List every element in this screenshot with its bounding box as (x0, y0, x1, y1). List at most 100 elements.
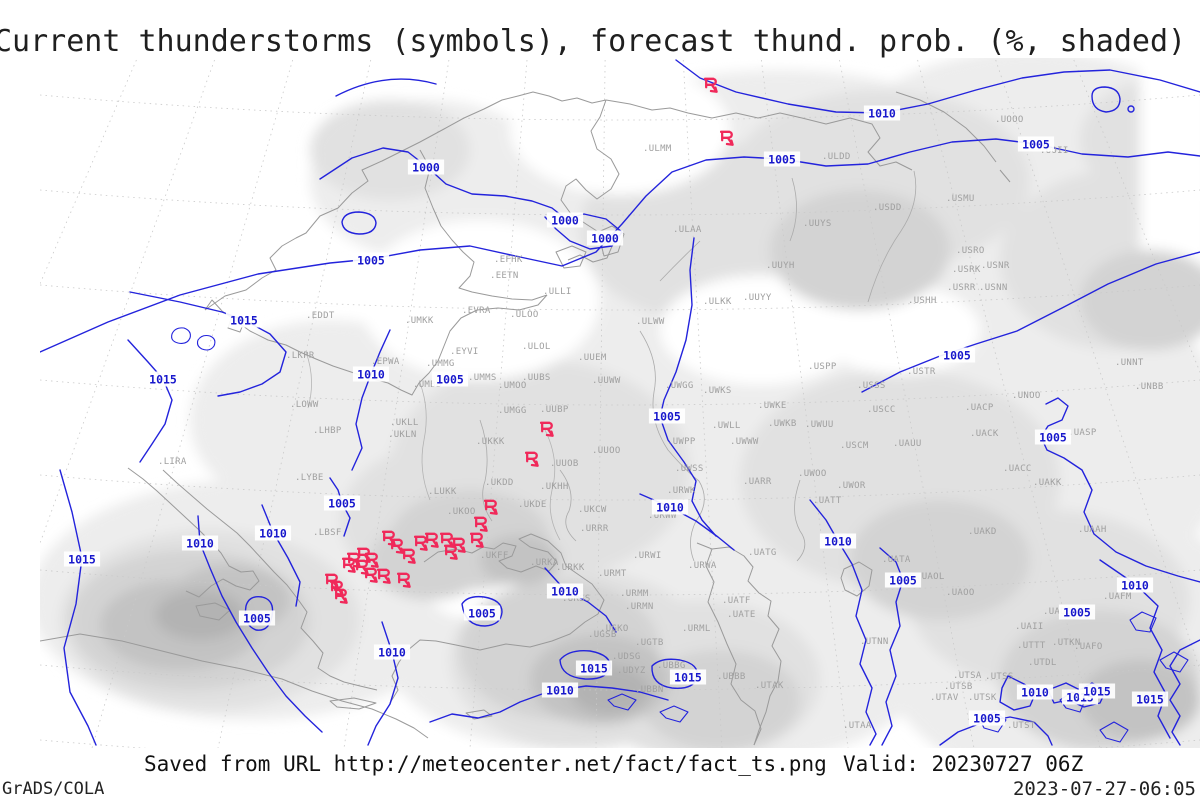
station-label-ulkk: .ULKK (703, 297, 732, 307)
svg-text:1015: 1015 (68, 553, 96, 567)
station-label-uadd: .UADD (1043, 607, 1072, 617)
isobar-label: 1000 (407, 159, 445, 175)
station-label-uuyy: .UUYY (743, 293, 772, 303)
station-label-uatg: .UATG (748, 548, 777, 558)
station-label-urkk: .URKK (556, 563, 585, 573)
station-label-uaah: .UAAH (1078, 525, 1107, 535)
station-label-uaoo: .UAOO (946, 588, 975, 598)
station-label-utsk: .UTSK (968, 693, 997, 703)
svg-text:1005: 1005 (768, 153, 796, 167)
station-label-urwk: .URWK (667, 486, 696, 496)
isobar-label: 1005 (323, 495, 361, 511)
station-label-usdd: .USDD (873, 203, 902, 213)
station-label-lkpr: .LKPR (286, 351, 315, 361)
station-label-utsa: .UTSA (953, 671, 982, 681)
station-label-umgg: .UMGG (498, 406, 527, 416)
station-label-utak: .UTAK (755, 681, 784, 691)
graticule (40, 59, 1200, 748)
isobar-label: 1005 (463, 605, 501, 621)
svg-text:1000: 1000 (591, 232, 619, 246)
svg-text:1010: 1010 (868, 107, 896, 121)
coastlines (40, 91, 1011, 746)
station-label-eyvi: .EYVI (450, 347, 479, 357)
svg-text:1010: 1010 (656, 501, 684, 515)
svg-text:1005: 1005 (653, 410, 681, 424)
svg-text:1005: 1005 (889, 574, 917, 588)
isobar-label: 1015 (669, 669, 707, 685)
isobar-label: 1015 (63, 551, 101, 567)
station-label-eetn: .EETN (490, 271, 519, 281)
station-label-uack: .UACK (970, 429, 999, 439)
isobar-label: 1015 (575, 660, 613, 676)
station-label-epwa: .EPWA (371, 357, 400, 367)
isobar-label: 1005 (431, 371, 469, 387)
svg-text:1000: 1000 (551, 214, 579, 228)
station-label-usnr: .USNR (981, 261, 1010, 271)
station-label-urmm: .URMM (620, 589, 649, 599)
station-label-ulww: .ULWW (636, 317, 665, 327)
svg-text:1015: 1015 (1136, 693, 1164, 707)
station-label-urka: .URKA (530, 558, 559, 568)
station-label-ubbn: .UBBN (635, 685, 664, 695)
station-label-ukhh: .UKHH (540, 482, 569, 492)
svg-text:1005: 1005 (243, 612, 271, 626)
station-label-uafo: .UAFO (1074, 642, 1103, 652)
station-label-urrr: .URRR (580, 524, 609, 534)
station-label-utkn: .UTKN (1052, 638, 1081, 648)
station-label-usmu: .USMU (946, 194, 975, 204)
svg-text:1005: 1005 (468, 607, 496, 621)
svg-text:1015: 1015 (149, 373, 177, 387)
station-label-lira: .LIRA (158, 457, 187, 467)
isobar-label: 1010 (373, 644, 411, 660)
station-label-utss: .UTSS (985, 672, 1014, 682)
station-label-usro: .USRO (956, 246, 985, 256)
station-label-uarr: .UARR (743, 477, 772, 487)
station-label-lukk: .LUKK (428, 487, 457, 497)
isobar-label: 1015 (1078, 683, 1116, 699)
station-label-lybe: .LYBE (295, 473, 324, 483)
station-label-ubbb: .UBBB (717, 672, 746, 682)
station-label-ubbg: .UBBG (657, 661, 686, 671)
station-label-uuys: .UUYS (803, 219, 832, 229)
station-label-uacc: .UACC (1003, 464, 1032, 474)
station-label-urml: .URML (682, 624, 711, 634)
station-label-uauu: .UAUU (893, 439, 922, 449)
station-label-unbb: .UNBB (1135, 382, 1164, 392)
station-label-uaol: .UAOL (916, 572, 945, 582)
station-label-ukff: .UKFF (480, 551, 509, 561)
station-label-uwks: .UWKS (703, 386, 732, 396)
svg-text:1015: 1015 (230, 314, 258, 328)
svg-text:1010: 1010 (1021, 686, 1049, 700)
station-label-uspp: .USPP (808, 362, 837, 372)
isobar-label: 1000 (546, 212, 584, 228)
station-label-uwpp: .UWPP (667, 437, 696, 447)
isobar-label: 1005 (938, 347, 976, 363)
station-label-usrr: .USRR (947, 283, 976, 293)
station-label-udsg: .UDSG (612, 652, 641, 662)
footer-saved-url: Saved from URL http://meteocenter.net/fa… (144, 752, 827, 776)
station-label-ukoo: .UKOO (447, 507, 476, 517)
station-label-utnn: .UTNN (860, 637, 889, 647)
station-label-ugtb: .UGTB (635, 638, 664, 648)
isobar-label: 1005 (352, 252, 390, 268)
station-label-uwll: .UWLL (712, 421, 741, 431)
station-label-evra: .EVRA (462, 306, 491, 316)
svg-text:1015: 1015 (674, 671, 702, 685)
station-label-utsb: .UTSB (944, 682, 973, 692)
station-label-ukde: .UKDE (518, 500, 547, 510)
grads-credit: GrADS/COLA (2, 779, 105, 799)
station-label-ulol: .ULOL (522, 342, 551, 352)
svg-text:1015: 1015 (580, 662, 608, 676)
isobar-label: 1005 (648, 408, 686, 424)
svg-text:1010: 1010 (1121, 579, 1149, 593)
station-label-ustr: .USTR (907, 367, 936, 377)
render-timestamp: 2023-07-27-06:05 (1012, 778, 1196, 800)
station-label-uwgg: .UWGG (665, 381, 694, 391)
station-label-umoo: .UMOO (498, 381, 527, 391)
station-label-umkk: .UMKK (405, 316, 434, 326)
station-label-uwke: .UWKE (758, 401, 787, 411)
probability-shading (40, 58, 1200, 748)
isobar-label: 1010 (863, 105, 901, 121)
station-label-ulaa: .ULAA (673, 225, 702, 235)
